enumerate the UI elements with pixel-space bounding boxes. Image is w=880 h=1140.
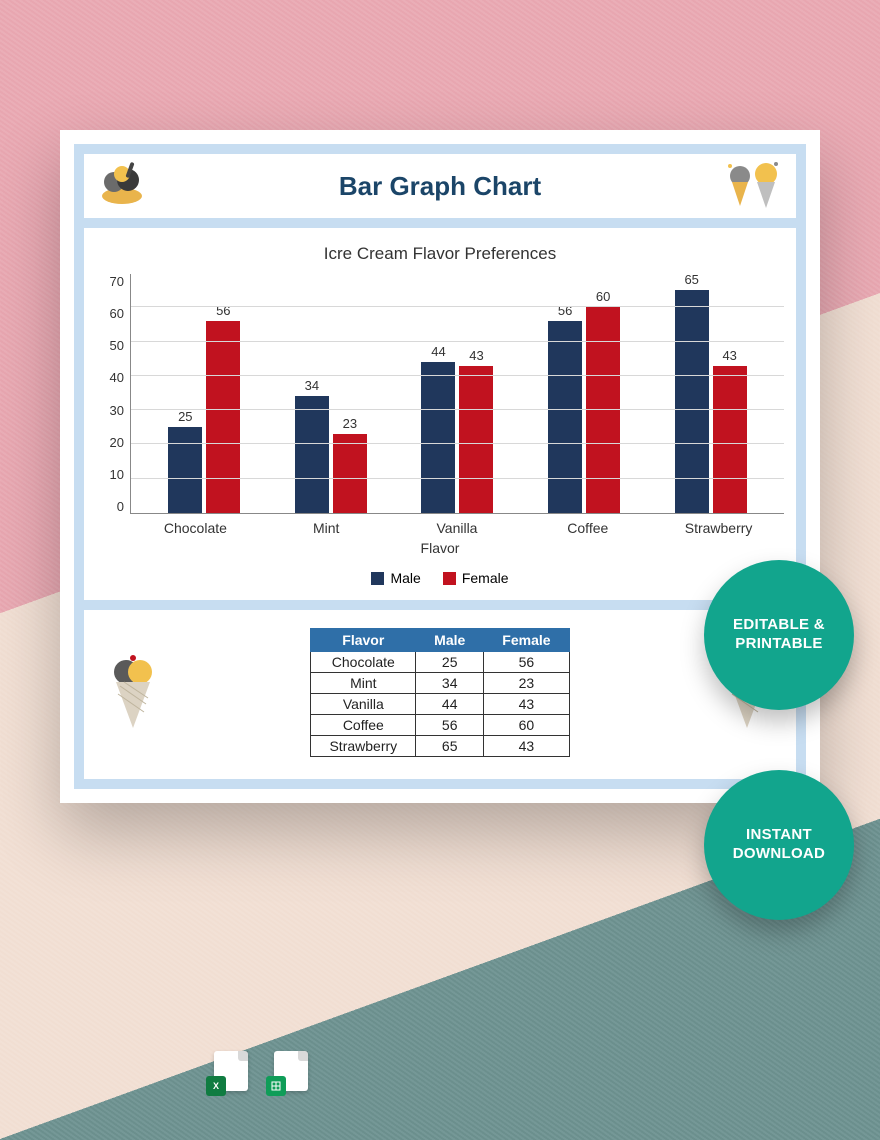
x-tick-label: Strawberry [653,520,784,536]
table-row: Coffee5660 [311,715,569,736]
table-header-cell: Male [416,629,484,652]
badge-line: DOWNLOAD [733,845,825,864]
instant-download-badge: INSTANT DOWNLOAD [704,770,854,920]
legend-label: Female [462,570,509,586]
table-cell: 60 [484,715,569,736]
table-cell: Strawberry [311,736,416,757]
y-tick: 0 [117,499,124,514]
chart-panel: Icre Cream Flavor Preferences 70 60 50 40 30… [84,228,796,600]
chart-y-axis: 70 60 50 40 30 20 10 0 [96,274,130,514]
bar-value-label: 43 [722,348,736,363]
bar: 43 [459,366,493,513]
legend-item: Male [371,570,420,586]
google-sheets-icon [270,1050,312,1092]
bar-value-label: 23 [343,416,357,431]
table-header-cell: Female [484,629,569,652]
bar-value-label: 56 [558,303,572,318]
table-panel: FlavorMaleFemaleChocolate2556Mint3423Van… [84,610,796,779]
bar-group: 2556 [141,321,268,513]
table-cell: Vanilla [311,694,416,715]
bar-group: 4443 [394,362,521,513]
bar-value-label: 44 [431,344,445,359]
bar: 44 [421,362,455,513]
y-tick: 30 [110,403,124,418]
table-cell: 65 [416,736,484,757]
table-cell: 34 [416,673,484,694]
y-tick: 40 [110,370,124,385]
table-row: Vanilla4443 [311,694,569,715]
bar-group: 6543 [647,290,774,513]
bar-value-label: 60 [596,289,610,304]
data-table: FlavorMaleFemaleChocolate2556Mint3423Van… [310,628,569,757]
bar-group: 3423 [268,396,395,513]
table-header-cell: Flavor [311,629,416,652]
table-cell: Coffee [311,715,416,736]
legend-label: Male [390,570,420,586]
gridline [131,341,784,342]
chart-plot-area: 25563423444356606543 [130,274,784,514]
table-cell: 25 [416,652,484,673]
table-cell: 43 [484,694,569,715]
badge-line: PRINTABLE [733,635,825,654]
header-panel: Bar Graph Chart [84,154,796,218]
legend-item: Female [443,570,509,586]
bar: 25 [168,427,202,513]
excel-icon: X [210,1050,252,1092]
badge-line: INSTANT [733,826,825,845]
document-card: Bar Graph Chart Icre Cream Flavor Prefer… [60,130,820,803]
gridline [131,478,784,479]
y-tick: 70 [110,274,124,289]
svg-text:X: X [213,1081,219,1091]
x-tick-label: Coffee [522,520,653,536]
x-tick-label: Chocolate [130,520,261,536]
gridline [131,443,784,444]
y-tick: 20 [110,435,124,450]
table-cell: 44 [416,694,484,715]
bar: 43 [713,366,747,513]
bar: 34 [295,396,329,513]
table-cell: Mint [311,673,416,694]
x-tick-label: Mint [261,520,392,536]
chart-legend: Male Female [96,570,784,586]
chart-x-label: Flavor [96,540,784,556]
bar-value-label: 65 [684,272,698,287]
document-frame: Bar Graph Chart Icre Cream Flavor Prefer… [74,144,806,789]
file-format-icons: X [210,1050,312,1092]
table-cell: Chocolate [311,652,416,673]
gridline [131,409,784,410]
bar-value-label: 43 [469,348,483,363]
page-title: Bar Graph Chart [339,171,541,202]
bar-value-label: 56 [216,303,230,318]
legend-swatch [371,572,384,585]
y-tick: 60 [110,306,124,321]
chart-x-axis: ChocolateMintVanillaCoffeeStrawberry [96,520,784,536]
editable-printable-badge: EDITABLE & PRINTABLE [704,560,854,710]
ice-cream-cones-icon [722,160,786,217]
table-cell: 56 [484,652,569,673]
gridline [131,306,784,307]
bar-value-label: 34 [305,378,319,393]
bar: 65 [675,290,709,513]
x-tick-label: Vanilla [392,520,523,536]
table-row: Chocolate2556 [311,652,569,673]
table-cell: 43 [484,736,569,757]
badge-line: EDITABLE & [733,616,825,635]
table-row: Strawberry6543 [311,736,569,757]
table-row: Mint3423 [311,673,569,694]
chart-title: Icre Cream Flavor Preferences [96,244,784,264]
ice-cream-cone-icon [108,654,158,732]
bar: 56 [548,321,582,513]
bar: 56 [206,321,240,513]
table-cell: 23 [484,673,569,694]
bar-value-label: 25 [178,409,192,424]
ice-cream-bowl-icon [94,160,150,208]
y-tick: 10 [110,467,124,482]
gridline [131,375,784,376]
bar: 23 [333,434,367,513]
y-tick: 50 [110,338,124,353]
legend-swatch [443,572,456,585]
table-cell: 56 [416,715,484,736]
